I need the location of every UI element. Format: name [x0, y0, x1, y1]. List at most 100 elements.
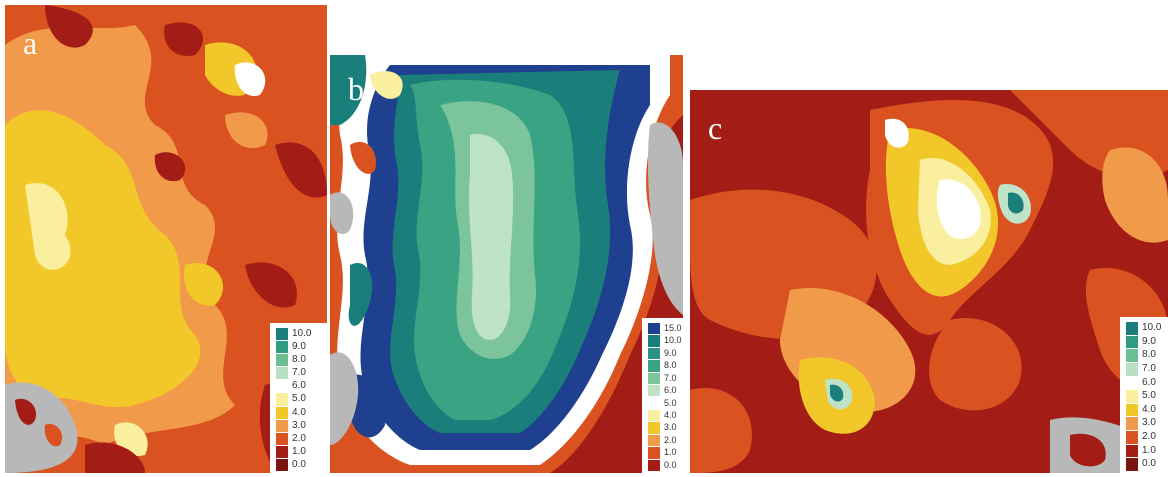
- panel-c-legend-row: 5.0: [1120, 389, 1168, 403]
- panel-c-legend-value: 10.0: [1142, 322, 1162, 333]
- panel-b-legend-row: 4.0: [642, 409, 683, 422]
- panel-a-legend-value: 5.0: [292, 393, 306, 405]
- panel-c-legend-row: 10.0: [1120, 321, 1168, 335]
- panel-a-legend-swatch: [276, 406, 288, 419]
- panel-b-legend: 15.0 10.0 9.0 8.0 7.0 6.0 5.0 4.0 3.0 2.0 1.0 0.0: [642, 318, 683, 473]
- panel-a-legend-value: 9.0: [292, 341, 306, 353]
- panel-b-legend-swatch: [648, 409, 660, 422]
- panel-c-legend-value: 4.0: [1142, 403, 1156, 415]
- panel-a-legend-swatch: [276, 341, 288, 354]
- panel-a-legend-swatch: [276, 354, 288, 367]
- panel-b-legend-value: 9.0: [664, 347, 677, 358]
- panel-a-legend-swatch: [276, 367, 288, 380]
- panel-a-legend-row: 10.0: [270, 327, 327, 341]
- panel-b-legend-swatch: [648, 447, 660, 459]
- panel-a-legend-row: 2.0: [270, 432, 327, 445]
- panel-c-label: c: [708, 110, 723, 146]
- panel-a-legend-swatch: [276, 458, 288, 471]
- panel-b-legend-row: 2.0: [642, 434, 683, 447]
- panel-b-legend-value: 1.0: [664, 447, 677, 458]
- panel-c-legend-row: 3.0: [1120, 416, 1168, 431]
- panel-c-legend-row: 8.0: [1120, 348, 1168, 362]
- panel-b-legend-swatch: [648, 335, 660, 347]
- panel-b-legend-row: 8.0: [642, 359, 683, 372]
- panel-c-legend: 10.0 9.0 8.0 7.0 6.0 5.0 4.0 3.0 2.0 1.0 0.0: [1120, 317, 1168, 473]
- panel-c-heatmap: [690, 90, 1168, 473]
- panel-a-legend-swatch: [276, 445, 288, 458]
- panel-b-legend-value: 4.0: [664, 409, 677, 420]
- panel-c-legend-swatch: [1126, 458, 1138, 471]
- panel-b-heatmap: [330, 55, 683, 473]
- panel-c-legend-value: 3.0: [1142, 417, 1156, 429]
- panel-c-legend-value: 1.0: [1142, 444, 1156, 456]
- panel-a-legend-row: 5.0: [270, 392, 327, 406]
- panel-c-legend-swatch: [1126, 376, 1138, 390]
- panel-b-legend-swatch: [648, 422, 660, 434]
- panel-b-legend-value: 8.0: [664, 360, 677, 371]
- panel-a-legend-value: 1.0: [292, 445, 306, 457]
- panel-b-legend-row: 10.0: [642, 334, 683, 347]
- panel-b-legend-swatch: [648, 434, 660, 447]
- panel-c-legend-row: 1.0: [1120, 444, 1168, 458]
- panel-a-legend-row: 4.0: [270, 406, 327, 419]
- panel-c-legend-value: 8.0: [1142, 349, 1156, 361]
- panel-b-legend-value: 3.0: [664, 422, 677, 433]
- panel-a-legend-row: 1.0: [270, 445, 327, 458]
- panel-a-legend-swatch: [276, 393, 288, 406]
- panel-c-legend-row: 9.0: [1120, 335, 1168, 349]
- panel-a-legend-value: 2.0: [292, 432, 306, 444]
- panel-c-legend-value: 9.0: [1142, 335, 1156, 347]
- panel-a-legend-value: 8.0: [292, 354, 306, 366]
- panel-b-legend-swatch: [648, 372, 660, 385]
- panel-c-legend-swatch: [1126, 417, 1138, 431]
- panel-b-legend-value: 0.0: [664, 459, 677, 470]
- panel-c-legend-swatch: [1126, 362, 1138, 376]
- panel-b-legend-value: 15.0: [664, 323, 682, 333]
- panel-b-legend-swatch: [648, 323, 660, 335]
- panel-a-legend-row: 8.0: [270, 353, 327, 367]
- panel-c-legend-value: 7.0: [1142, 362, 1156, 374]
- panel-c-legend-swatch: [1126, 322, 1138, 335]
- panel-b-label: b: [348, 71, 364, 107]
- panel-b-legend-value: 10.0: [664, 335, 682, 346]
- panel-c-legend-swatch: [1126, 403, 1138, 417]
- panel-c-legend-value: 0.0: [1142, 458, 1156, 470]
- panel-b-legend-row: 5.0: [642, 397, 683, 409]
- panel-c-legend-swatch: [1126, 390, 1138, 403]
- panel-c-legend-value: 5.0: [1142, 390, 1156, 402]
- panel-a-label: a: [23, 25, 38, 61]
- panel-b-legend-row: 9.0: [642, 347, 683, 360]
- panel-b-legend-row: 1.0: [642, 446, 683, 459]
- panel-b-legend-row: 0.0: [642, 459, 683, 471]
- panel-c-legend-swatch: [1126, 431, 1138, 444]
- panel-a-legend-value: 7.0: [292, 367, 306, 379]
- panel-a-heatmap: [5, 5, 327, 473]
- panel-b-legend-swatch: [648, 347, 660, 360]
- panel-b-legend-value: 5.0: [664, 397, 677, 408]
- panel-b-legend-row: 15.0: [642, 322, 683, 335]
- panel-b-legend-swatch: [648, 397, 660, 409]
- panel-c-legend-row: 0.0: [1120, 457, 1168, 471]
- panel-a-legend-swatch: [276, 419, 288, 432]
- panel-a-legend-row: 7.0: [270, 366, 327, 380]
- panel-c-map: c 10.0 9.0 8.0 7.0 6.0 5.0 4.0 3.0 2.0 1.0 0.0: [690, 90, 1168, 473]
- panel-b-legend-row: 3.0: [642, 421, 683, 434]
- panel-c-legend-value: 2.0: [1142, 431, 1156, 443]
- panel-a-map: a 10.0 9.0 8.0 7.0 6.0 5.0 4.0 3.0 2.0 1.0 0.0: [5, 5, 327, 473]
- panel-a-legend-value: 0.0: [292, 458, 306, 470]
- panel-a-legend-value: 10.0: [292, 328, 312, 339]
- panel-b-legend-swatch: [648, 459, 660, 471]
- panel-a-legend-row: 3.0: [270, 419, 327, 432]
- panel-b-legend-row: 7.0: [642, 372, 683, 385]
- panel-c-legend-row: 7.0: [1120, 362, 1168, 376]
- panel-b-legend-swatch: [648, 360, 660, 372]
- panel-a-legend-value: 3.0: [292, 419, 306, 431]
- panel-a-legend-value: 4.0: [292, 406, 306, 418]
- panel-b-legend-swatch: [648, 385, 660, 397]
- panel-a-legend-swatch: [276, 432, 288, 445]
- panel-a-legend-row: 6.0: [270, 379, 327, 393]
- panel-c-legend-swatch: [1126, 335, 1138, 349]
- panel-a-legend: 10.0 9.0 8.0 7.0 6.0 5.0 4.0 3.0 2.0 1.0 0.0: [270, 323, 327, 473]
- panel-b-legend-value: 6.0: [664, 385, 677, 396]
- panel-c-legend-swatch: [1126, 349, 1138, 362]
